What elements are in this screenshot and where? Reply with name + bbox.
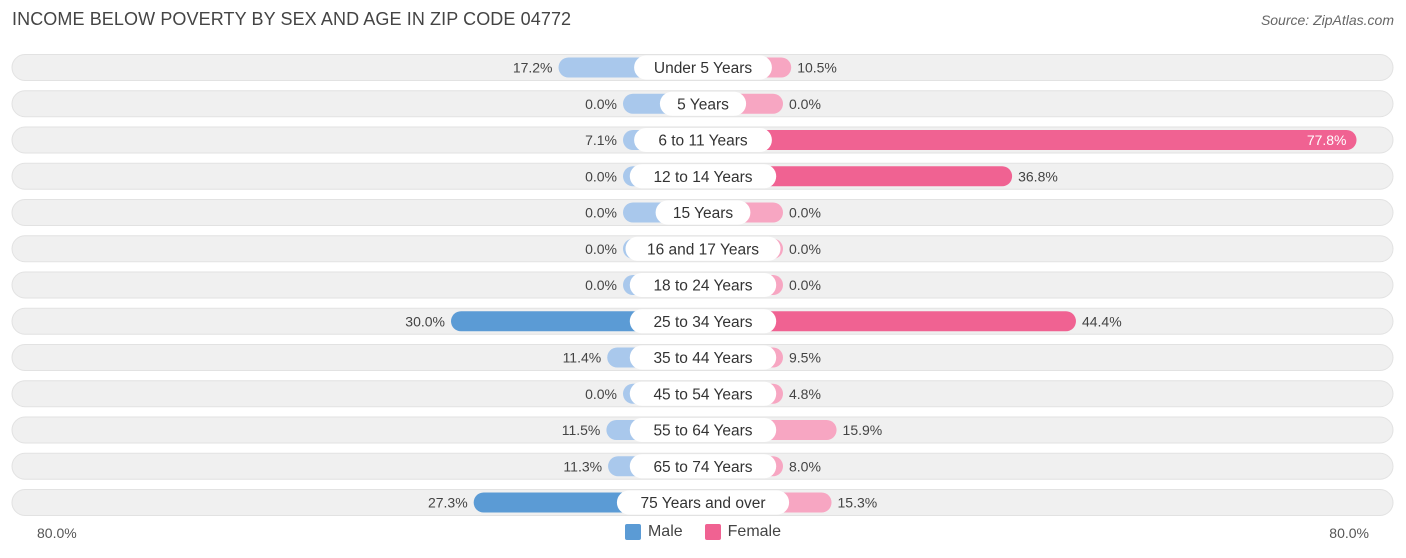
value-label-male: 11.3%	[563, 458, 602, 474]
chart-title: INCOME BELOW POVERTY BY SEX AND AGE IN Z…	[12, 9, 572, 29]
category-pill	[625, 236, 781, 261]
bar-row: 27.3% 15.3% 75 Years and over	[11, 489, 1394, 516]
category-label: 65 to 74 Years	[653, 459, 752, 476]
value-label-male: 0.0%	[585, 168, 617, 184]
chart-area: 17.2% 10.5% Under 5 Years 0.0% 0.0% 5 Years 7.…	[11, 54, 1394, 516]
category-pill	[629, 309, 777, 334]
category-pill	[629, 454, 777, 479]
value-label-male: 0.0%	[585, 205, 617, 221]
category-pill	[629, 418, 777, 442]
value-label-female: 4.8%	[789, 386, 821, 402]
category-label: 75 Years and over	[641, 495, 766, 512]
value-label-male: 11.4%	[563, 350, 602, 366]
value-label-female: 15.9%	[843, 422, 883, 438]
bar-female	[703, 311, 1076, 332]
category-label: Under 5 Years	[654, 60, 752, 77]
bar-row: 11.4% 9.5% 35 to 44 Years	[11, 344, 1394, 371]
legend-item-female: Female	[704, 523, 782, 541]
category-label: 15 Years	[673, 205, 734, 222]
value-label-female: 9.5%	[789, 350, 821, 366]
bar-row: 0.0% 0.0% 18 to 24 Years	[11, 271, 1394, 299]
axis-left-label: 80.0%	[37, 525, 77, 541]
value-label-female: 0.0%	[789, 96, 821, 112]
category-label: 18 to 24 Years	[653, 278, 752, 295]
category-label: 45 to 54 Years	[653, 386, 752, 403]
value-label-male: 0.0%	[585, 386, 617, 402]
category-label: 16 and 17 Years	[647, 241, 759, 258]
legend-label-male: Male	[647, 523, 683, 540]
value-label-male: 27.3%	[428, 495, 468, 511]
category-pill	[616, 490, 790, 515]
category-pill	[655, 200, 751, 225]
bar-row: 0.0% 36.8% 12 to 14 Years	[11, 162, 1394, 190]
value-label-male: 7.1%	[585, 132, 617, 148]
source-note: Source: ZipAtlas.com	[1260, 12, 1394, 28]
category-pill	[634, 128, 772, 152]
value-label-female: 0.0%	[789, 241, 821, 257]
value-label-female: 0.0%	[789, 277, 821, 293]
value-label-female: 0.0%	[789, 205, 821, 221]
legend-swatch-male	[624, 524, 641, 540]
value-label-female: 77.8%	[1307, 132, 1347, 148]
category-pill	[659, 91, 747, 116]
bar-female	[703, 130, 1357, 150]
category-label: 5 Years	[677, 96, 729, 113]
axis-right-label: 80.0%	[1329, 525, 1369, 541]
value-label-female: 36.8%	[1018, 168, 1058, 184]
category-pill	[629, 164, 777, 189]
category-label: 6 to 11 Years	[658, 133, 748, 150]
value-label-female: 44.4%	[1082, 313, 1122, 329]
legend-item-male: Male	[624, 523, 683, 541]
category-label: 55 to 64 Years	[653, 423, 752, 440]
value-label-male: 0.0%	[585, 96, 617, 112]
legend-label-female: Female	[727, 523, 782, 540]
bar-row: 0.0% 4.8% 45 to 54 Years	[11, 380, 1394, 408]
bar-row: 0.0% 0.0% 5 Years	[11, 90, 1394, 118]
bar-row: 17.2% 10.5% Under 5 Years	[11, 54, 1394, 81]
bar-row: 0.0% 0.0% 15 Years	[11, 199, 1394, 226]
category-pill	[629, 381, 777, 406]
bar-row: 0.0% 0.0% 16 and 17 Years	[11, 235, 1394, 263]
value-label-male: 30.0%	[405, 313, 445, 329]
bar-row: 30.0% 44.4% 25 to 34 Years	[11, 307, 1394, 335]
category-label: 12 to 14 Years	[653, 169, 752, 186]
bar-row: 11.3% 8.0% 65 to 74 Years	[11, 452, 1394, 480]
value-label-male: 0.0%	[585, 241, 617, 257]
value-label-male: 17.2%	[513, 60, 553, 76]
value-label-female: 15.3%	[838, 495, 878, 511]
legend: Male Female	[0, 523, 1406, 541]
value-label-male: 0.0%	[585, 277, 617, 293]
legend-swatch-female	[704, 524, 721, 540]
category-pill	[634, 55, 772, 80]
category-pill	[629, 345, 777, 370]
bar-row: 11.5% 15.9% 55 to 64 Years	[11, 416, 1394, 444]
value-label-female: 8.0%	[789, 458, 821, 474]
value-label-male: 11.5%	[562, 422, 601, 438]
category-label: 25 to 34 Years	[653, 314, 752, 331]
category-pill	[629, 273, 777, 297]
category-label: 35 to 44 Years	[653, 350, 752, 367]
value-label-female: 10.5%	[797, 60, 837, 76]
bar-female	[703, 166, 1013, 187]
bar-row: 7.1% 77.8% 6 to 11 Years	[11, 126, 1394, 154]
